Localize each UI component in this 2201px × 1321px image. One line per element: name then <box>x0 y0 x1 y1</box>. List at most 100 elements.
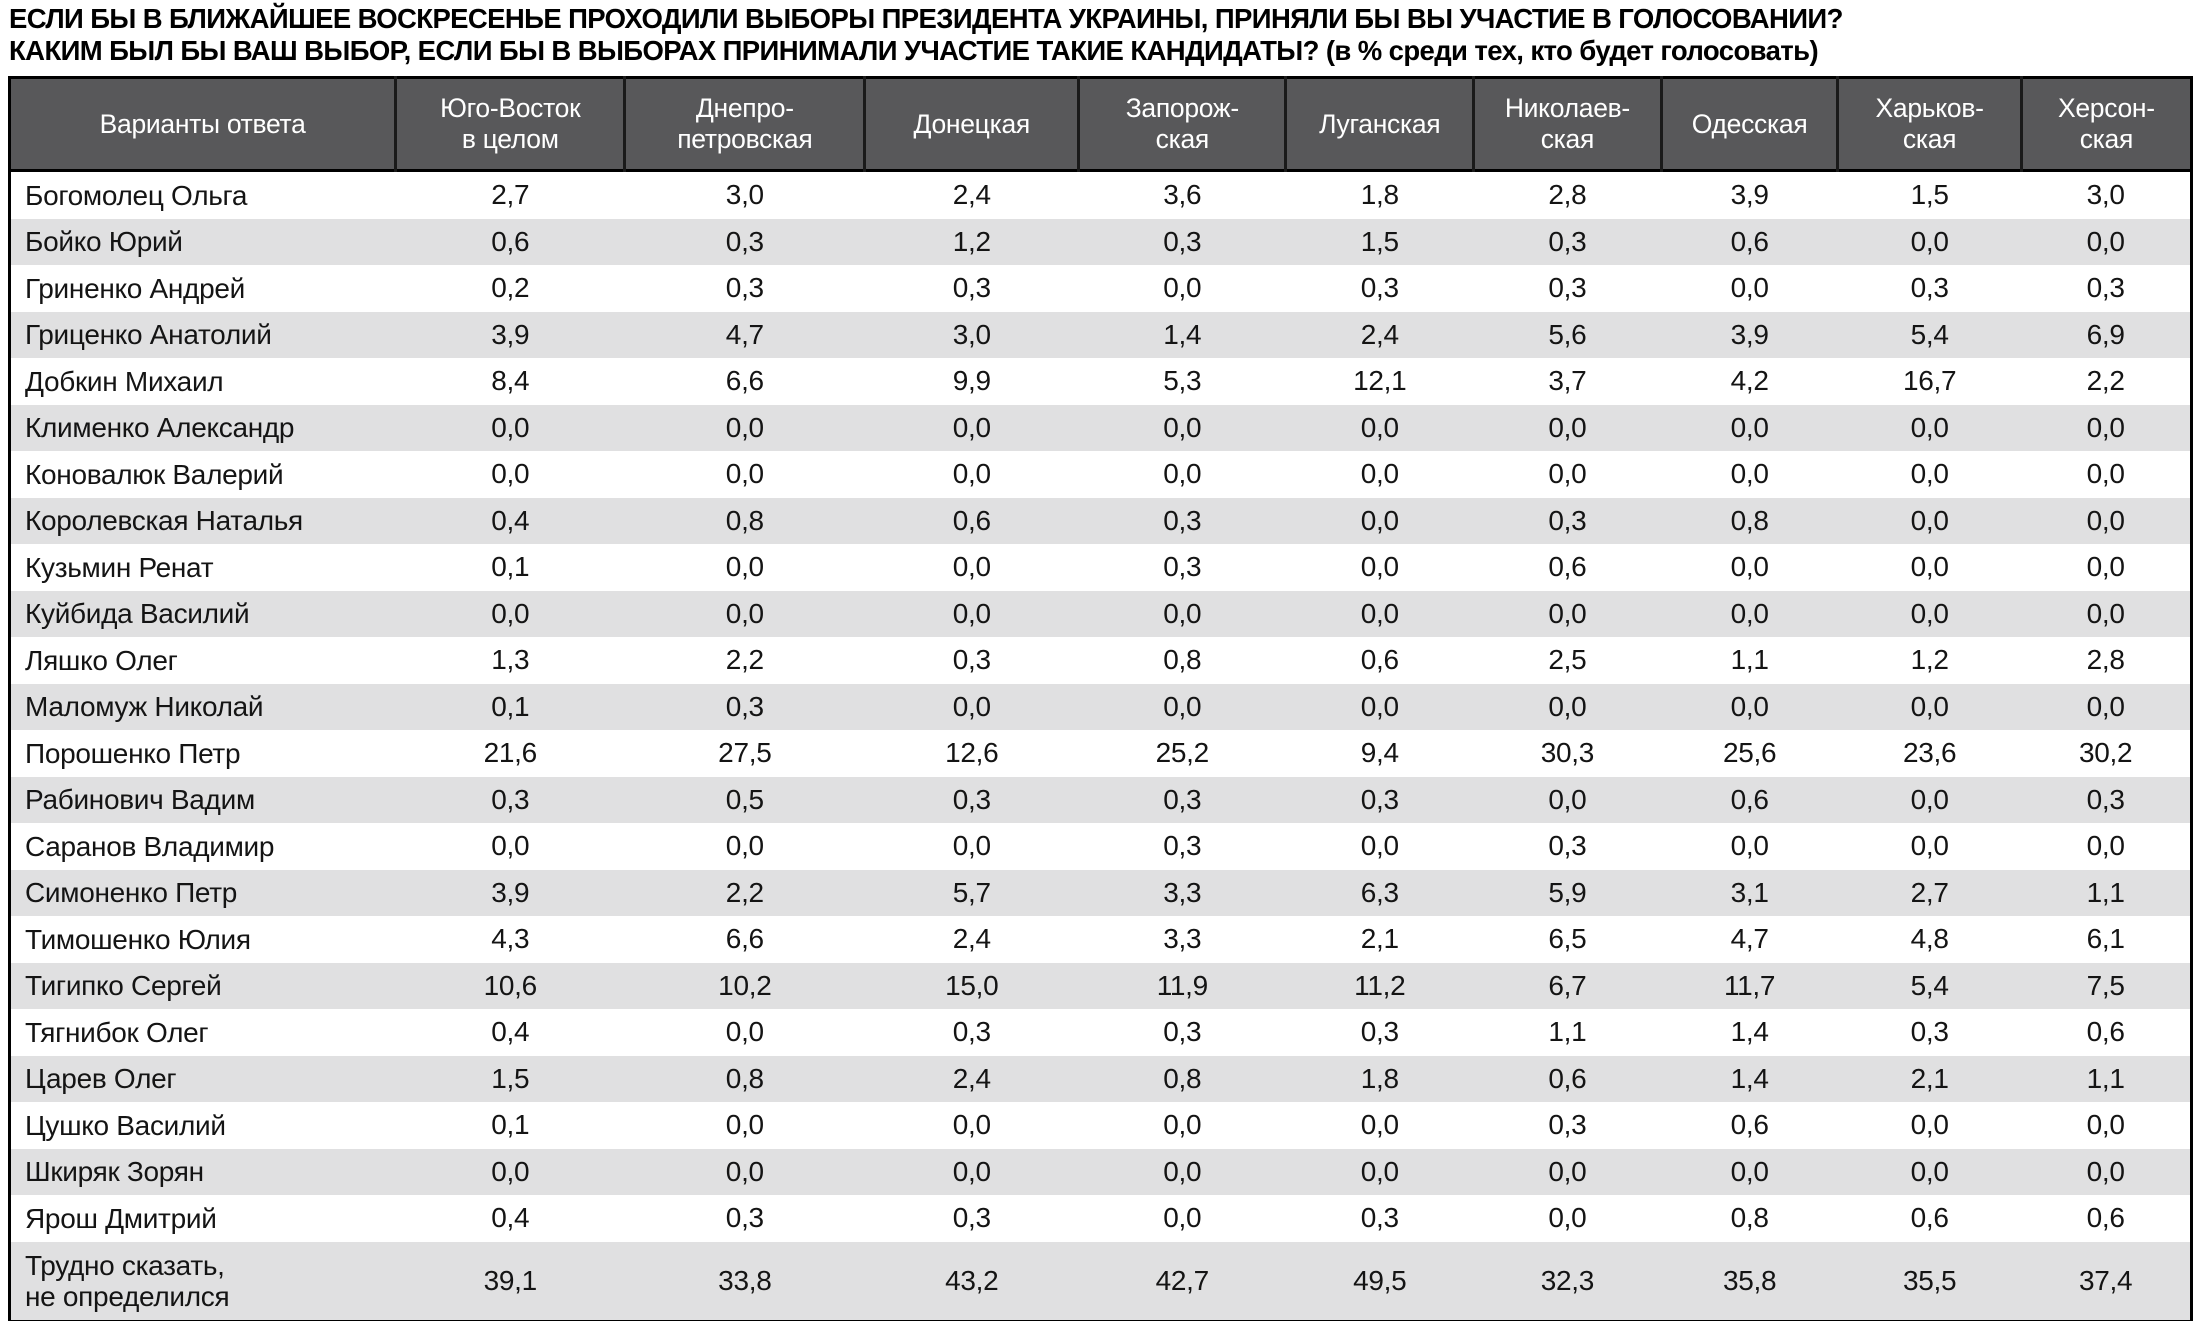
cell-value: 0,0 <box>1163 411 1202 443</box>
row-label: Маломуж Николай <box>25 691 264 723</box>
cell-value: 1,5 <box>1910 179 1949 211</box>
cell-value: 0,3 <box>1910 272 1949 304</box>
cell-value: 0,0 <box>2086 458 2125 490</box>
cell-value: 0,0 <box>725 458 764 490</box>
cell-value: 8,4 <box>491 365 530 397</box>
cell-value: 30,2 <box>2078 737 2133 769</box>
cell-value: 0,0 <box>1730 690 1769 722</box>
cell-value: 0,0 <box>952 411 991 443</box>
cell-value: 21,6 <box>483 737 538 769</box>
cell-value: 10,2 <box>718 969 772 1001</box>
cell-value: 30,3 <box>1540 737 1595 769</box>
cell-value: 4,7 <box>725 318 764 350</box>
cell-value: 2,1 <box>1910 1062 1949 1094</box>
cell-value: 0,3 <box>2086 783 2125 815</box>
cell-value: 0,0 <box>1163 597 1202 629</box>
cell-value: 0,3 <box>1548 272 1587 304</box>
cell-value: 2,4 <box>952 1062 991 1094</box>
table-row: Добкин Михаил 8,4 6,6 9,9 5,3 12,1 3,7 4,2 16,7 2… <box>10 358 2192 405</box>
column-header-region: Луганская <box>1284 77 1474 171</box>
table-row: Куйбида Василий 0,0 0,0 0,0 0,0 0,0 0,0 0,0 0,0 0… <box>9 590 2192 637</box>
cell-value: 39,1 <box>483 1264 538 1296</box>
table-row: Клименко Александр 0,0 0,0 0,0 0,0 0,0 0,0 0,0 0… <box>9 404 2192 451</box>
cell-value: 0,3 <box>725 225 764 257</box>
cell-value: 0,4 <box>491 1202 530 1234</box>
table-row: Маломуж Николай 0,1 0,3 0,0 0,0 0,0 0,0 0,0 0,0 0… <box>9 683 2192 730</box>
page-title: ЕСЛИ БЫ В БЛИЖАЙШЕЕ ВОСКРЕСЕНЬЕ ПРОХОДИЛ… <box>9 3 2193 67</box>
cell-value: 0,0 <box>725 1155 764 1187</box>
cell-value: 37,4 <box>2078 1264 2133 1296</box>
cell-value: 23,6 <box>1902 737 1957 769</box>
row-label: Куйбида Василий <box>25 598 250 630</box>
column-header-region: Днепро- петровская <box>623 77 865 171</box>
row-label: Добкин Михаил <box>25 365 224 397</box>
cell-value: 0,2 <box>491 272 530 304</box>
cell-value: 0,3 <box>725 1202 764 1234</box>
cell-value: 0,0 <box>952 690 991 722</box>
cell-value: 0,0 <box>1360 551 1399 583</box>
table-row: Ярош Дмитрий 0,4 0,3 0,3 0,0 0,3 0,0 0,8 0,6 0,6 <box>10 1195 2192 1242</box>
cell-value: 0,0 <box>725 1016 764 1048</box>
cell-value: 0,3 <box>952 644 991 676</box>
cell-value: 7,5 <box>2086 969 2125 1001</box>
cell-value: 3,1 <box>1730 876 1769 908</box>
table-row: Саранов Владимир 0,0 0,0 0,0 0,3 0,0 0,3 0,0 0,0… <box>10 823 2192 870</box>
cell-value: 0,0 <box>1548 458 1587 490</box>
cell-value: 9,4 <box>1360 737 1399 769</box>
cell-value: 5,3 <box>1163 365 1202 397</box>
table-row: Бойко Юрий 0,6 0,3 1,2 0,3 1,5 0,3 0,6 0,0 0,0 <box>9 218 2192 265</box>
cell-value: 0,0 <box>1360 597 1399 629</box>
cell-value: 2,8 <box>1548 179 1587 211</box>
cell-value: 49,5 <box>1353 1264 1407 1296</box>
cell-value: 1,4 <box>1163 318 1202 350</box>
cell-value: 2,2 <box>725 644 764 676</box>
row-label: Ляшко Олег <box>25 644 178 676</box>
cell-value: 0,3 <box>1548 1109 1587 1141</box>
cell-value: 0,3 <box>1910 1016 1949 1048</box>
row-label: Богомолец Ольга <box>25 179 248 211</box>
cell-value: 42,7 <box>1155 1264 1210 1296</box>
cell-value: 6,6 <box>725 923 764 955</box>
cell-value: 0,6 <box>1910 1202 1949 1234</box>
cell-value: 0,0 <box>1730 830 1769 862</box>
cell-value: 0,0 <box>1910 597 1949 629</box>
cell-value: 2,4 <box>1360 318 1399 350</box>
cell-value: 0,0 <box>1730 597 1769 629</box>
cell-value: 3,0 <box>2086 179 2125 211</box>
cell-value: 43,2 <box>945 1264 999 1296</box>
cell-value: 5,6 <box>1548 318 1587 350</box>
cell-value: 0,0 <box>725 830 764 862</box>
cell-value: 0,0 <box>1163 458 1202 490</box>
cell-value: 5,4 <box>1910 318 1949 350</box>
cell-value: 0,0 <box>491 830 530 862</box>
cell-value: 0,1 <box>491 551 530 583</box>
cell-value: 0,3 <box>725 272 764 304</box>
cell-value: 3,0 <box>952 318 991 350</box>
cell-value: 3,9 <box>1730 318 1769 350</box>
cell-value: 0,1 <box>491 1109 530 1141</box>
cell-value: 0,3 <box>952 272 991 304</box>
cell-value: 0,3 <box>491 783 530 815</box>
cell-value: 0,0 <box>952 551 991 583</box>
cell-value: 0,0 <box>1910 504 1949 536</box>
results-table: Варианты ответа Юго-Восток в целом Днепро-… <box>8 76 2193 1321</box>
cell-value: 25,2 <box>1155 737 1210 769</box>
cell-value: 0,8 <box>1730 504 1769 536</box>
cell-value: 0,0 <box>1910 830 1949 862</box>
cell-value: 11,9 <box>1156 969 1209 1001</box>
cell-value: 0,0 <box>1548 783 1587 815</box>
cell-value: 0,3 <box>1360 783 1399 815</box>
cell-value: 0,0 <box>1730 1155 1769 1187</box>
cell-value: 0,0 <box>2086 411 2125 443</box>
row-label: Королевская Наталья <box>25 505 303 537</box>
row-label: Царев Олег <box>25 1063 177 1095</box>
row-label: Коновалюк Валерий <box>25 458 284 490</box>
column-header-region: Юго-Восток в целом <box>394 77 625 171</box>
cell-value: 2,2 <box>2086 365 2125 397</box>
cell-value: 1,1 <box>1548 1016 1587 1048</box>
column-header-region: Запорож- ская <box>1077 77 1286 171</box>
cell-value: 2,5 <box>1548 644 1587 676</box>
row-label: Трудно сказать, не определился <box>25 1249 230 1312</box>
cell-value: 0,3 <box>1163 1016 1202 1048</box>
cell-value: 0,0 <box>1163 1202 1202 1234</box>
